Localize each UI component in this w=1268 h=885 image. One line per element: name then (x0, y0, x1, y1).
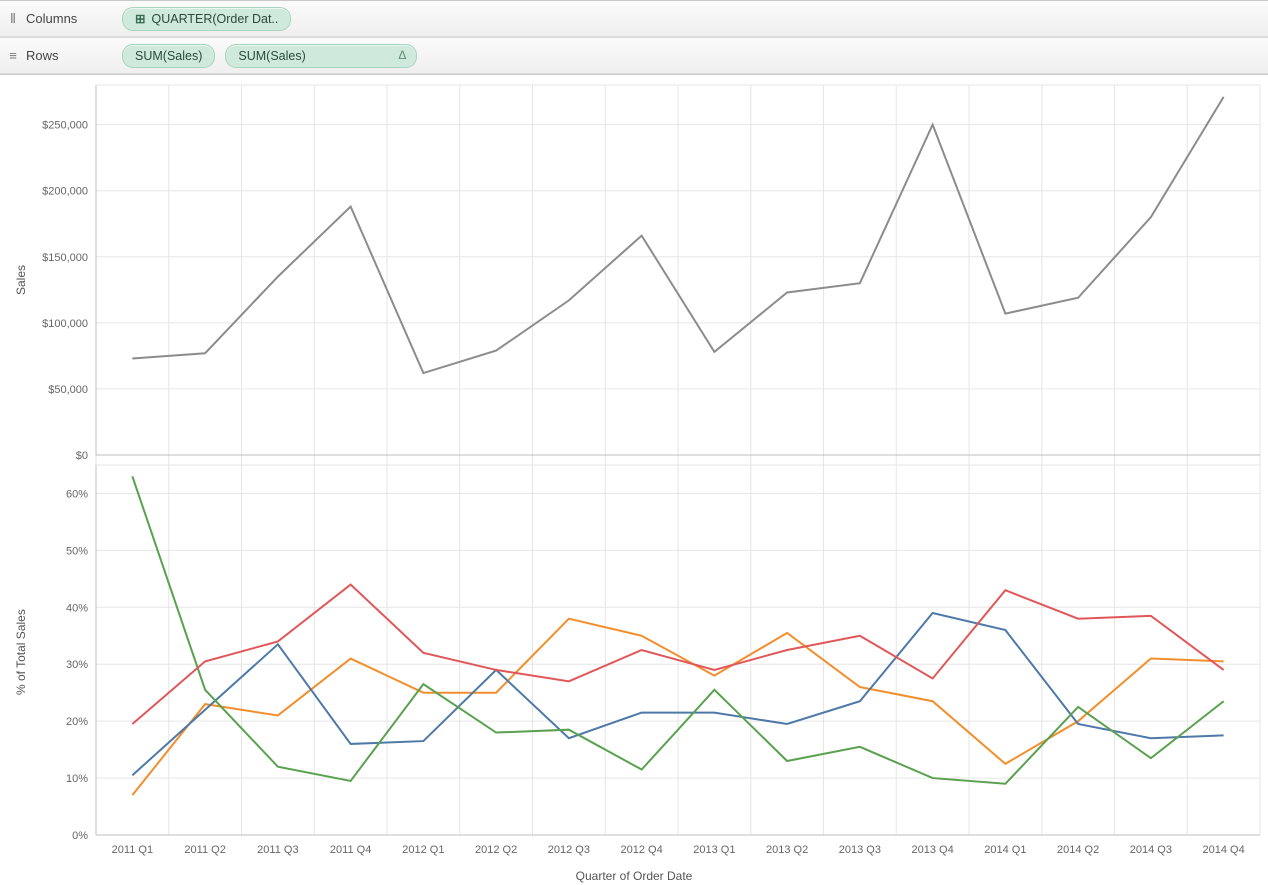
x-axis-label[interactable]: Quarter of Order Date (0, 869, 1268, 883)
pill-label: QUARTER(Order Dat.. (151, 12, 278, 26)
columns-shelf[interactable]: ⦀ Columns ⊞ QUARTER(Order Dat.. (0, 0, 1268, 37)
pill-label: SUM(Sales) (238, 49, 305, 63)
svg-text:50%: 50% (66, 545, 88, 557)
svg-text:2011 Q4: 2011 Q4 (330, 844, 371, 856)
columns-shelf-text: Columns (26, 11, 77, 26)
svg-text:$50,000: $50,000 (48, 384, 88, 396)
col-pill-quarter[interactable]: ⊞ QUARTER(Order Dat.. (122, 7, 291, 31)
columns-pills-zone[interactable]: ⊞ QUARTER(Order Dat.. (122, 7, 301, 31)
row-pill-sum-sales-tc[interactable]: SUM(Sales) (225, 44, 417, 68)
svg-text:2012 Q3: 2012 Q3 (548, 844, 590, 856)
rows-icon: ≡ (6, 48, 20, 63)
columns-icon: ⦀ (6, 11, 20, 27)
svg-text:2014 Q4: 2014 Q4 (1203, 844, 1245, 856)
svg-text:2011 Q2: 2011 Q2 (184, 844, 225, 856)
rows-shelf-label: ≡ Rows (6, 48, 122, 63)
svg-text:2012 Q2: 2012 Q2 (475, 844, 517, 856)
svg-text:60%: 60% (66, 488, 88, 500)
svg-text:2011 Q3: 2011 Q3 (257, 844, 298, 856)
svg-text:$250,000: $250,000 (42, 120, 88, 132)
svg-text:2014 Q1: 2014 Q1 (984, 844, 1026, 856)
svg-text:2012 Q4: 2012 Q4 (621, 844, 663, 856)
svg-text:2013 Q4: 2013 Q4 (912, 844, 954, 856)
svg-text:0%: 0% (72, 830, 88, 842)
svg-text:2013 Q3: 2013 Q3 (839, 844, 881, 856)
y-axis-label-bottom[interactable]: % of Total Sales (14, 609, 28, 695)
pill-label: SUM(Sales) (135, 49, 202, 63)
svg-text:20%: 20% (66, 716, 88, 728)
row-pill-sum-sales[interactable]: SUM(Sales) (122, 44, 215, 68)
svg-text:2012 Q1: 2012 Q1 (402, 844, 444, 856)
columns-shelf-label: ⦀ Columns (6, 11, 122, 27)
svg-text:2013 Q2: 2013 Q2 (766, 844, 808, 856)
svg-text:2014 Q3: 2014 Q3 (1130, 844, 1172, 856)
svg-text:40%: 40% (66, 602, 88, 614)
chart-viewport: $0 $50,000 $100,000 $150,000 $200,000 $250,00… (0, 75, 1268, 885)
tableau-worksheet-view: ⦀ Columns ⊞ QUARTER(Order Dat.. ≡ Rows SU… (0, 0, 1268, 883)
svg-text:2011 Q1: 2011 Q1 (112, 844, 153, 856)
rows-pills-zone[interactable]: SUM(Sales) SUM(Sales) (122, 44, 427, 68)
pill-expand-icon[interactable]: ⊞ (135, 11, 145, 26)
svg-text:$0: $0 (76, 450, 88, 462)
svg-text:2013 Q1: 2013 Q1 (693, 844, 735, 856)
rows-shelf-text: Rows (26, 48, 59, 63)
shelves-container: ⦀ Columns ⊞ QUARTER(Order Dat.. ≡ Rows SU… (0, 0, 1268, 75)
svg-text:$200,000: $200,000 (42, 186, 88, 198)
rows-shelf[interactable]: ≡ Rows SUM(Sales) SUM(Sales) (0, 37, 1268, 74)
chart-svg: $0 $50,000 $100,000 $150,000 $200,000 $250,00… (0, 75, 1268, 885)
svg-text:2014 Q2: 2014 Q2 (1057, 844, 1099, 856)
svg-text:10%: 10% (66, 773, 88, 785)
svg-text:30%: 30% (66, 659, 88, 671)
y-axis-label-top[interactable]: Sales (14, 265, 28, 295)
svg-text:$100,000: $100,000 (42, 318, 88, 330)
svg-text:$150,000: $150,000 (42, 252, 88, 264)
